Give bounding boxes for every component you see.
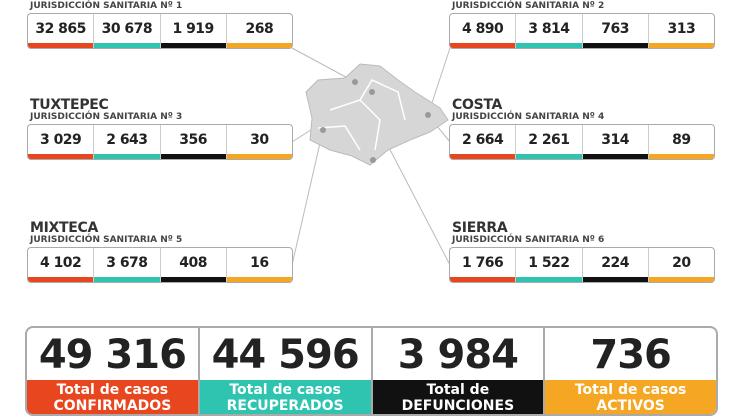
- region-subtitle: JURISDICCIÓN SANITARIA Nº 5: [30, 235, 183, 245]
- region-box: 3 029 2 643 356 30: [27, 124, 293, 160]
- region-value: 356: [160, 125, 227, 159]
- total-label: Total de casos CONFIRMADOS: [27, 380, 198, 414]
- total-label-line1: Total de casos: [56, 382, 169, 398]
- color-bar: [516, 277, 582, 282]
- region-value: 3 814: [516, 14, 583, 48]
- region-value: 268: [226, 14, 292, 48]
- color-bar: [28, 277, 94, 282]
- color-bar: [28, 154, 94, 159]
- region-value: 763: [582, 14, 649, 48]
- total-label: Total de casos RECUPERADOS: [199, 380, 371, 414]
- color-bar: [450, 277, 516, 282]
- region-box: 2 664 2 261 314 89: [449, 124, 715, 160]
- region-value: 2 643: [94, 125, 161, 159]
- total-label: Total de casos ACTIVOS: [545, 380, 716, 414]
- region: SIERRA JURISDICCIÓN SANITARIA Nº 6 1 766 1 …: [449, 220, 715, 285]
- color-bar: [516, 43, 582, 48]
- region-value: 1 766: [450, 248, 517, 282]
- total-value: 44 596: [211, 332, 360, 378]
- region-box: 32 865 30 678 1 919 268: [27, 13, 293, 49]
- region-value: 2 261: [516, 125, 583, 159]
- total-value: 49 316: [38, 332, 187, 378]
- total-label-line1: Total de: [426, 382, 490, 398]
- color-bar: [450, 154, 516, 159]
- color-bar: [516, 154, 582, 159]
- region-subtitle: JURISDICCIÓN SANITARIA Nº 6: [452, 235, 605, 245]
- region-value: 30: [226, 125, 292, 159]
- total-label: Total de DEFUNCIONES: [372, 380, 544, 414]
- total-label-line2: RECUPERADOS: [226, 398, 344, 414]
- region-value: 313: [648, 14, 714, 48]
- region-name: TUXTEPEC: [30, 97, 109, 113]
- color-bar: [94, 43, 160, 48]
- total-column: 3 984 Total de DEFUNCIONES: [372, 328, 546, 414]
- color-bar: [226, 154, 292, 159]
- region-value: 2 664: [450, 125, 517, 159]
- color-bar: [160, 277, 226, 282]
- region-value: 32 865: [28, 14, 95, 48]
- region-name: SIERRA: [452, 220, 508, 236]
- totals-panel: 49 316 Total de casos CONFIRMADOS 44 596 Tot…: [25, 326, 718, 416]
- region-value: 1 522: [516, 248, 583, 282]
- total-label-line2: CONFIRMADOS: [53, 398, 172, 414]
- region-value: 3 678: [94, 248, 161, 282]
- color-bar: [582, 43, 648, 48]
- color-bar: [648, 277, 714, 282]
- region-subtitle: JURISDICCIÓN SANITARIA Nº 1: [30, 1, 183, 11]
- color-bar: [226, 43, 292, 48]
- region-value: 224: [582, 248, 649, 282]
- region-value: 20: [648, 248, 714, 282]
- region-subtitle: JURISDICCIÓN SANITARIA Nº 3: [30, 112, 183, 122]
- region-value: 3 029: [28, 125, 95, 159]
- region-subtitle: JURISDICCIÓN SANITARIA Nº 4: [452, 112, 605, 122]
- region-value: 89: [648, 125, 714, 159]
- total-column: 736 Total de casos ACTIVOS: [545, 328, 716, 414]
- color-bar: [582, 277, 648, 282]
- color-bar: [94, 154, 160, 159]
- region: TUXTEPEC JURISDICCIÓN SANITARIA Nº 3 3 029…: [27, 97, 293, 162]
- region-value: 314: [582, 125, 649, 159]
- region-name: MIXTECA: [30, 220, 99, 236]
- region: COSTA JURISDICCIÓN SANITARIA Nº 4 2 664 2 2…: [449, 97, 715, 162]
- region-box: 4 102 3 678 408 16: [27, 247, 293, 283]
- color-bar: [28, 43, 94, 48]
- region: MIXTECA JURISDICCIÓN SANITARIA Nº 5 4 102 3…: [27, 220, 293, 285]
- map: [291, 47, 451, 266]
- color-bar: [648, 43, 714, 48]
- region-value: 1 919: [160, 14, 227, 48]
- color-bar: [94, 277, 160, 282]
- total-label-line1: Total de casos: [229, 382, 341, 398]
- total-value: 3 984: [397, 332, 519, 378]
- region-value: 16: [226, 248, 292, 282]
- region-value: 4 890: [450, 14, 517, 48]
- region-name: COSTA: [452, 97, 503, 113]
- color-bar: [160, 43, 226, 48]
- region: JURISDICCIÓN SANITARIA Nº 2 4 890 3 814 763…: [449, 0, 715, 51]
- region-box: 4 890 3 814 763 313: [449, 13, 715, 49]
- total-label-line2: DEFUNCIONES: [401, 398, 515, 414]
- total-label-line1: Total de casos: [574, 382, 687, 398]
- region-value: 30 678: [94, 14, 161, 48]
- region-subtitle: JURISDICCIÓN SANITARIA Nº 2: [452, 1, 605, 11]
- total-column: 44 596 Total de casos RECUPERADOS: [199, 328, 373, 414]
- region: JURISDICCIÓN SANITARIA Nº 1 32 865 30 678 1…: [27, 0, 293, 51]
- color-bar: [160, 154, 226, 159]
- total-label-line2: ACTIVOS: [596, 398, 665, 414]
- color-bar: [450, 43, 516, 48]
- color-bar: [648, 154, 714, 159]
- region-box: 1 766 1 522 224 20: [449, 247, 715, 283]
- total-column: 49 316 Total de casos CONFIRMADOS: [27, 328, 200, 414]
- region-value: 4 102: [28, 248, 95, 282]
- region-value: 408: [160, 248, 227, 282]
- color-bar: [582, 154, 648, 159]
- color-bar: [226, 277, 292, 282]
- total-value: 736: [590, 332, 671, 378]
